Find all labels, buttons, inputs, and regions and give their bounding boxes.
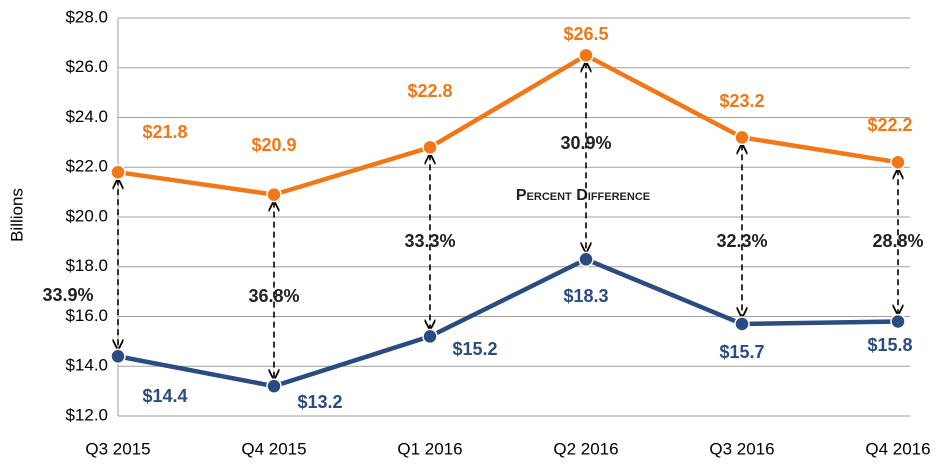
point bbox=[734, 316, 750, 332]
data-label: $15.7 bbox=[719, 342, 764, 362]
point bbox=[422, 328, 438, 345]
percent-label: 33.3% bbox=[404, 231, 455, 251]
y-axis-label: Billions bbox=[7, 188, 26, 242]
point bbox=[734, 129, 750, 146]
percent-label: 36.8% bbox=[248, 286, 299, 306]
data-label: $23.2 bbox=[719, 91, 764, 111]
data-label: $14.4 bbox=[142, 386, 187, 406]
data-label: $26.5 bbox=[563, 24, 608, 44]
y-tick-label: $14.0 bbox=[65, 356, 108, 375]
point bbox=[422, 139, 438, 156]
data-label: $18.3 bbox=[563, 286, 608, 306]
series-line bbox=[117, 257, 899, 389]
y-tick-label: $18.0 bbox=[65, 256, 108, 275]
point bbox=[110, 348, 126, 365]
x-tick-label: Q3 2016 bbox=[709, 439, 774, 458]
percent-label: 30.9% bbox=[560, 133, 611, 153]
point bbox=[266, 186, 282, 203]
point bbox=[110, 164, 126, 180]
data-label: $20.9 bbox=[251, 135, 296, 155]
y-tick-label: $12.0 bbox=[65, 405, 108, 424]
data-label: $15.8 bbox=[867, 335, 912, 355]
data-label: $15.2 bbox=[452, 339, 497, 359]
data-label: $13.2 bbox=[297, 392, 342, 412]
data-label: $22.2 bbox=[867, 115, 912, 135]
y-tick-label: $16.0 bbox=[65, 306, 108, 325]
point bbox=[890, 313, 906, 330]
point bbox=[578, 47, 594, 64]
x-tick-label: Q3 2015 bbox=[85, 439, 150, 458]
x-tick-label: Q2 2016 bbox=[553, 439, 618, 458]
y-tick-label: $26.0 bbox=[65, 57, 108, 76]
percent-label: 33.9% bbox=[42, 285, 93, 305]
y-tick-label: $28.0 bbox=[65, 7, 108, 26]
data-label: $22.8 bbox=[407, 81, 452, 101]
y-tick-label: $22.0 bbox=[65, 157, 108, 176]
y-tick-label: $20.0 bbox=[65, 206, 108, 225]
data-label: $21.8 bbox=[142, 122, 187, 142]
x-tick-label: Q1 2016 bbox=[397, 439, 462, 458]
point bbox=[266, 378, 282, 394]
x-tick-label: Q4 2016 bbox=[865, 439, 930, 458]
annotation: Percent Difference bbox=[516, 187, 650, 204]
point bbox=[578, 251, 594, 268]
x-tick-label: Q4 2015 bbox=[241, 439, 306, 458]
percent-label: 28.8% bbox=[872, 231, 923, 251]
percent-label: 32.3% bbox=[716, 231, 767, 251]
y-tick-label: $24.0 bbox=[65, 107, 108, 126]
series-line bbox=[117, 53, 899, 197]
point bbox=[890, 154, 906, 171]
